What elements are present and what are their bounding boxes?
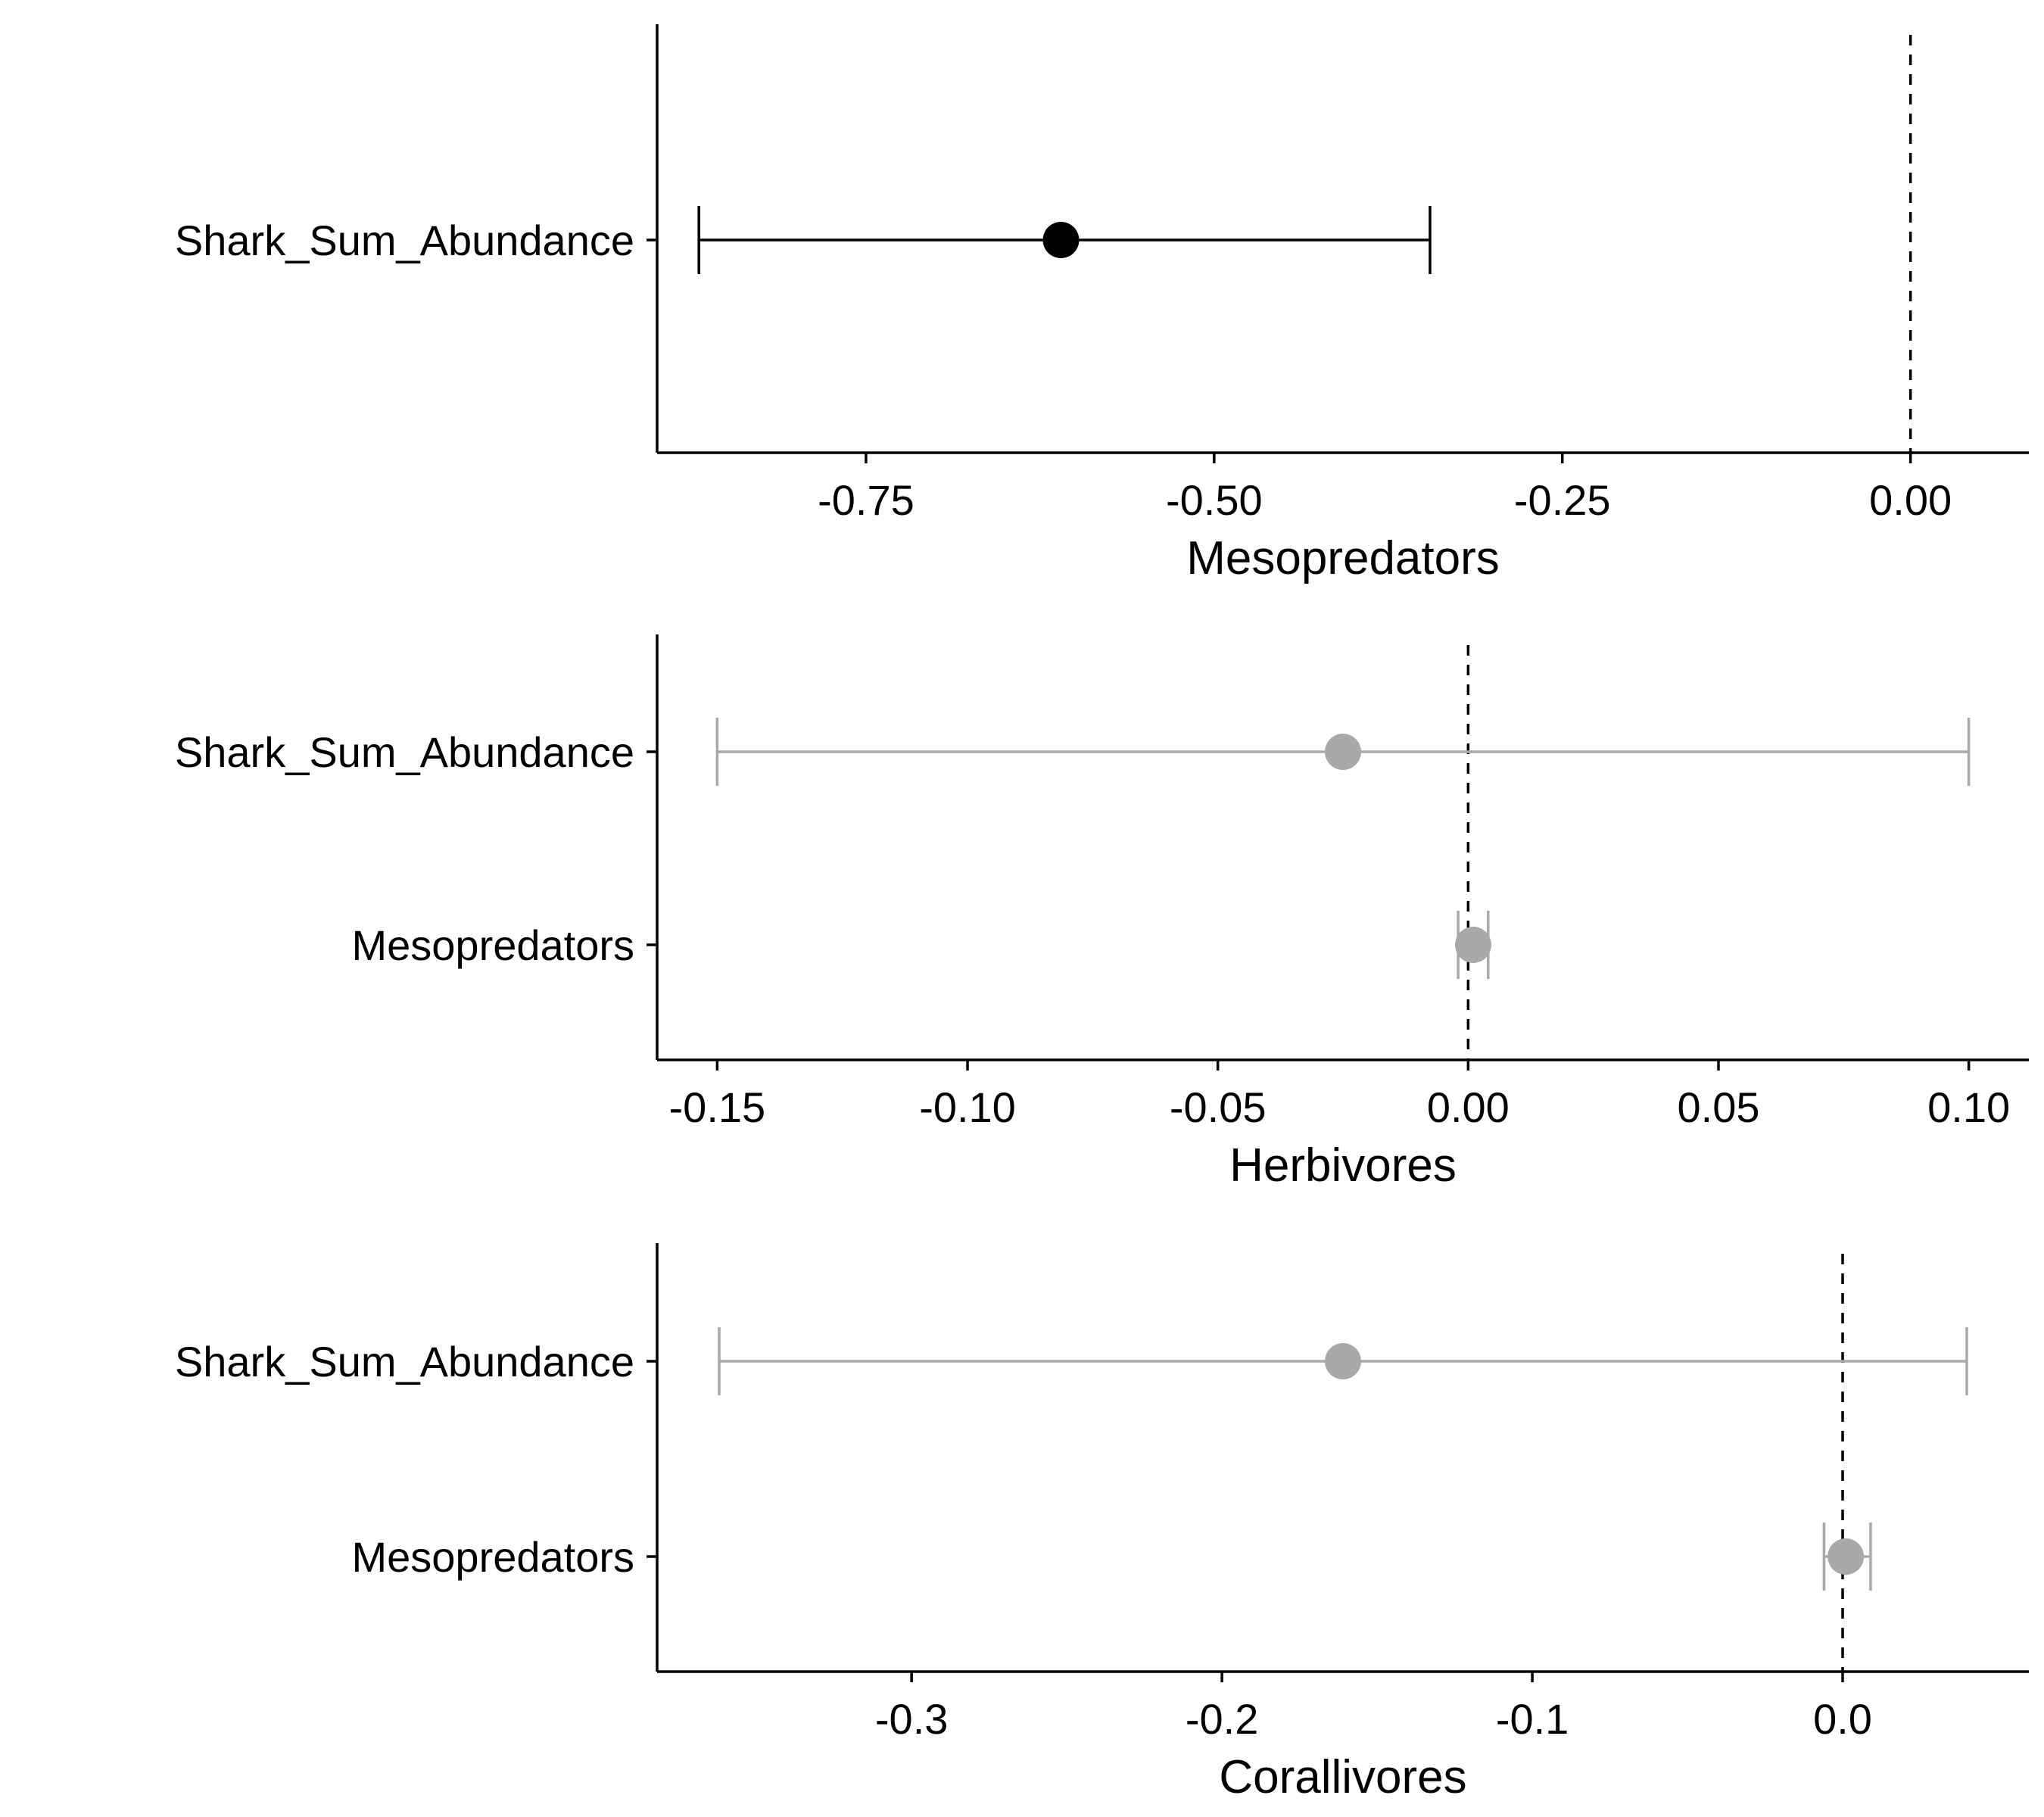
y-tick-label: Shark_Sum_Abundance [175, 217, 634, 264]
estimate-point [1325, 1343, 1361, 1379]
x-tick-label: -0.1 [1496, 1695, 1569, 1743]
estimate-point [1325, 734, 1361, 770]
estimate-point [1042, 222, 1080, 258]
y-tick-label: Shark_Sum_Abundance [175, 728, 634, 776]
x-tick-label: 0.00 [1427, 1083, 1510, 1131]
y-tick-label: Mesopredators [351, 921, 634, 969]
x-tick-label: -0.2 [1186, 1695, 1259, 1743]
x-tick-label: -0.75 [818, 476, 915, 524]
panel-herbivores: -0.15 -0.10 -0.05 0.00 0.05 0.10 Herbivores Sha… [175, 634, 2029, 1192]
x-axis-title: Mesopredators [1186, 532, 1500, 584]
x-tick-label: 0.00 [1869, 476, 1952, 524]
x-tick-label: -0.50 [1166, 476, 1263, 524]
x-tick-label: -0.05 [1170, 1083, 1267, 1131]
estimate-point [1827, 1538, 1865, 1575]
estimate-point [1454, 927, 1491, 963]
panel-mesopredators: -0.75 -0.50 -0.25 0.00 Mesopredators Shark_Su… [175, 24, 2029, 584]
x-tick-label: -0.15 [669, 1083, 766, 1131]
panel-corallivores: -0.3 -0.2 -0.1 0.0 Corallivores Shark_Sum_Abu… [175, 1243, 2029, 1803]
y-tick-label: Shark_Sum_Abundance [175, 1338, 634, 1385]
x-tick-label: -0.25 [1514, 476, 1611, 524]
x-tick-label: 0.05 [1677, 1083, 1759, 1131]
y-tick-label: Mesopredators [351, 1533, 634, 1581]
x-axis-title: Corallivores [1219, 1751, 1466, 1803]
x-tick-label: 0.10 [1927, 1083, 2010, 1131]
x-axis-title: Herbivores [1229, 1139, 1457, 1192]
x-tick-label: -0.10 [919, 1083, 1016, 1131]
x-tick-label: -0.3 [875, 1695, 949, 1743]
x-tick-label: 0.0 [1813, 1695, 1872, 1743]
